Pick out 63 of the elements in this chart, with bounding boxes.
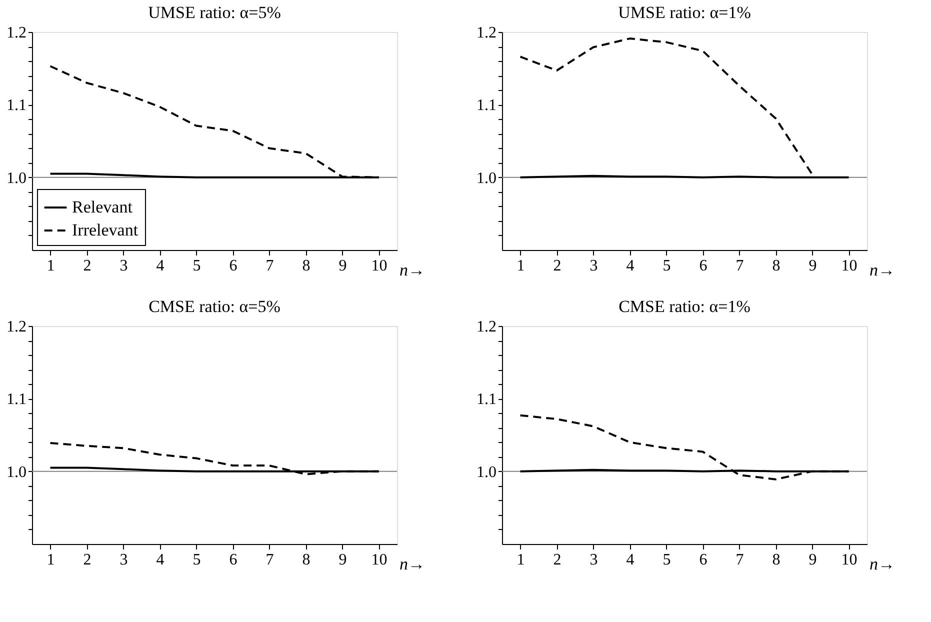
x-tick-label: 9 [808, 258, 817, 274]
x-tick-label: 4 [626, 258, 634, 274]
chart-title: CMSE ratio: α=5% [148, 297, 280, 316]
x-tick-label: 3 [120, 258, 128, 274]
x-axis-title: n→ [400, 554, 425, 574]
x-tick-label: 3 [120, 552, 128, 568]
x-tick-label: 1 [46, 258, 55, 274]
x-tick-label: 7 [266, 552, 274, 568]
y-tick-label: 1.2 [6, 24, 26, 42]
x-tick-label: 2 [553, 552, 562, 568]
y-tick-label: 1.1 [476, 391, 496, 408]
x-tick-label: 7 [736, 552, 744, 568]
y-tick-label: 1.0 [476, 464, 496, 481]
x-tick-label: 5 [192, 552, 201, 568]
x-tick-label: 8 [302, 552, 310, 568]
y-tick-label: 1.1 [6, 97, 26, 114]
x-tick-label: 10 [841, 552, 858, 568]
y-tick-label: 1.2 [476, 318, 496, 336]
legend-label: Relevant [72, 198, 133, 216]
x-tick-label: 7 [736, 258, 744, 274]
x-axis-title: n→ [870, 260, 895, 280]
x-tick-label: 9 [338, 552, 347, 568]
x-tick-label: 6 [699, 258, 708, 274]
x-tick-label: 10 [371, 552, 388, 568]
x-tick-label: 2 [83, 552, 92, 568]
line-series [519, 38, 814, 176]
x-tick-label: 8 [772, 258, 780, 274]
y-tick-label: 1.2 [476, 24, 496, 42]
legend-label: Irrelevant [72, 220, 138, 240]
x-tick-label: 4 [626, 552, 634, 568]
x-tick-label: 8 [302, 258, 310, 274]
x-tick-label: 9 [808, 552, 817, 568]
x-tick-label: 5 [662, 552, 671, 568]
x-tick-label: 4 [156, 552, 164, 568]
x-tick-label: 9 [338, 258, 347, 274]
x-tick-label: 2 [83, 258, 92, 274]
y-tick-label: 1.1 [476, 97, 496, 114]
x-tick-label: 10 [371, 258, 388, 274]
x-tick-label: 4 [156, 258, 164, 274]
x-tick-label: 3 [590, 552, 598, 568]
y-tick-label: 1.2 [6, 318, 26, 336]
x-tick-label: 10 [841, 258, 858, 274]
x-tick-label: 3 [590, 258, 598, 274]
x-tick-label: 1 [516, 552, 525, 568]
y-tick-label: 1.0 [6, 464, 26, 481]
x-tick-label: 6 [229, 552, 238, 568]
y-tick-label: 1.1 [6, 391, 26, 408]
chart-title: CMSE ratio: α=1% [618, 297, 750, 316]
x-axis-title: n→ [870, 554, 895, 574]
x-tick-label: 6 [699, 552, 708, 568]
x-tick-label: 1 [46, 552, 55, 568]
x-tick-label: 5 [662, 258, 671, 274]
x-tick-label: 1 [516, 258, 525, 274]
x-tick-label: 2 [553, 258, 562, 274]
chart-title: UMSE ratio: α=5% [148, 3, 281, 22]
chart-title: UMSE ratio: α=1% [618, 3, 751, 22]
x-tick-label: 7 [266, 258, 274, 274]
x-tick-label: 5 [192, 258, 201, 274]
x-tick-label: 6 [229, 258, 238, 274]
y-tick-label: 1.0 [6, 170, 26, 187]
x-tick-label: 8 [772, 552, 780, 568]
x-axis-title: n→ [400, 260, 425, 280]
y-tick-label: 1.0 [476, 170, 496, 187]
